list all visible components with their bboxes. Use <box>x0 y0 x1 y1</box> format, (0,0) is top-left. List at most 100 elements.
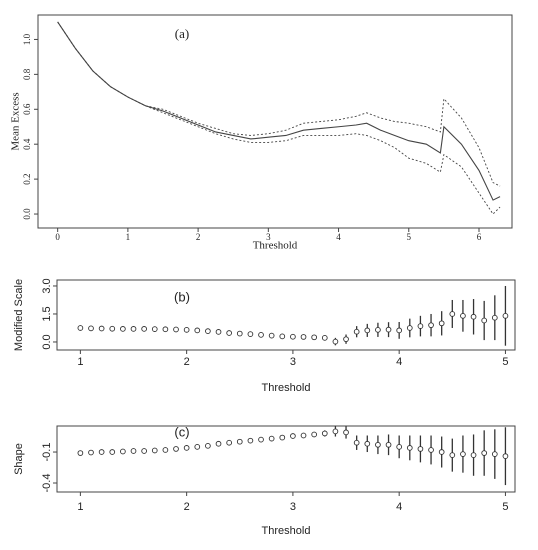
point <box>428 447 434 453</box>
point <box>300 432 307 439</box>
point <box>215 329 222 335</box>
series-line <box>57 21 501 201</box>
point <box>162 326 169 333</box>
point <box>236 438 243 445</box>
point <box>343 429 349 436</box>
panel-annotation: (b) <box>174 289 190 304</box>
series-line <box>57 21 501 215</box>
point <box>268 435 275 442</box>
point <box>290 333 296 340</box>
point <box>130 326 137 332</box>
point <box>481 317 488 324</box>
point <box>88 449 94 456</box>
y-tick-label: 1.5 <box>41 306 53 321</box>
point <box>183 445 190 451</box>
point <box>300 334 307 340</box>
point <box>279 434 286 441</box>
x-tick-label: 3 <box>266 232 271 242</box>
point <box>226 439 232 446</box>
point <box>311 431 318 438</box>
point <box>396 327 403 334</box>
point <box>481 450 488 456</box>
point <box>173 446 179 452</box>
point <box>98 325 105 332</box>
point <box>353 439 360 446</box>
x-tick-label: 6 <box>477 232 482 242</box>
x-tick-label: 3 <box>290 356 296 368</box>
panel-annotation: (c) <box>174 424 189 439</box>
point <box>258 436 264 443</box>
point <box>183 326 190 333</box>
point <box>417 323 424 329</box>
x-tick-label: 1 <box>126 232 131 242</box>
y-tick-label: 0.4 <box>22 138 32 150</box>
point <box>173 326 179 333</box>
x-tick-label: 4 <box>336 232 341 242</box>
point <box>375 326 381 333</box>
point <box>279 333 286 340</box>
panel-annotation: (a) <box>175 26 189 41</box>
point <box>290 433 296 439</box>
y-tick-label: 0.8 <box>22 68 32 80</box>
y-tick-label: 0.6 <box>22 103 32 115</box>
x-axis-label: Threshold <box>262 525 311 537</box>
point <box>502 453 509 460</box>
point <box>470 313 477 320</box>
point <box>194 444 201 450</box>
y-axis-label: Modified Scale <box>13 279 25 351</box>
point <box>226 330 232 336</box>
x-tick-label: 3 <box>290 501 296 513</box>
point <box>151 447 158 454</box>
point <box>162 447 169 453</box>
point <box>236 330 243 337</box>
y-axis-label: Mean Excess <box>10 92 22 150</box>
point <box>385 326 392 333</box>
y-tick-label: -0.4 <box>41 474 53 493</box>
point <box>88 325 94 332</box>
x-tick-label: 5 <box>502 501 508 513</box>
x-tick-label: 5 <box>502 356 508 368</box>
point <box>151 326 158 332</box>
point <box>460 312 466 319</box>
point <box>502 312 509 319</box>
point <box>428 322 434 329</box>
point <box>77 325 84 331</box>
x-tick-label: 1 <box>77 356 83 368</box>
point <box>375 441 381 448</box>
point <box>321 335 328 341</box>
point <box>77 450 84 456</box>
point <box>396 444 403 450</box>
point <box>491 451 498 457</box>
x-tick-label: 2 <box>184 356 190 368</box>
plot-frame <box>56 279 516 351</box>
point <box>353 328 360 335</box>
x-tick-label: 2 <box>184 501 190 513</box>
x-axis-label: Threshold <box>253 240 298 252</box>
point <box>247 331 254 337</box>
point <box>332 338 339 345</box>
point <box>406 325 413 331</box>
plot-frame <box>56 425 516 493</box>
x-tick-label: 4 <box>396 356 402 368</box>
point <box>364 440 371 447</box>
point <box>332 428 339 435</box>
point <box>470 452 477 458</box>
point <box>364 327 371 334</box>
x-axis-label: Threshold <box>262 382 311 394</box>
y-tick-label: 0.2 <box>22 173 32 184</box>
x-tick-label: 4 <box>396 501 402 513</box>
point <box>417 446 424 452</box>
y-tick-label: 0.0 <box>22 208 32 220</box>
point <box>141 326 147 332</box>
point <box>109 325 116 332</box>
y-axis-label: Shape <box>13 443 25 475</box>
x-tick-label: 5 <box>407 232 412 242</box>
point <box>460 451 466 457</box>
point <box>194 327 201 334</box>
y-tick-label: 0.0 <box>41 334 53 349</box>
point <box>141 448 147 454</box>
x-tick-label: 2 <box>196 232 201 242</box>
series-line <box>57 21 501 187</box>
point <box>98 449 105 455</box>
